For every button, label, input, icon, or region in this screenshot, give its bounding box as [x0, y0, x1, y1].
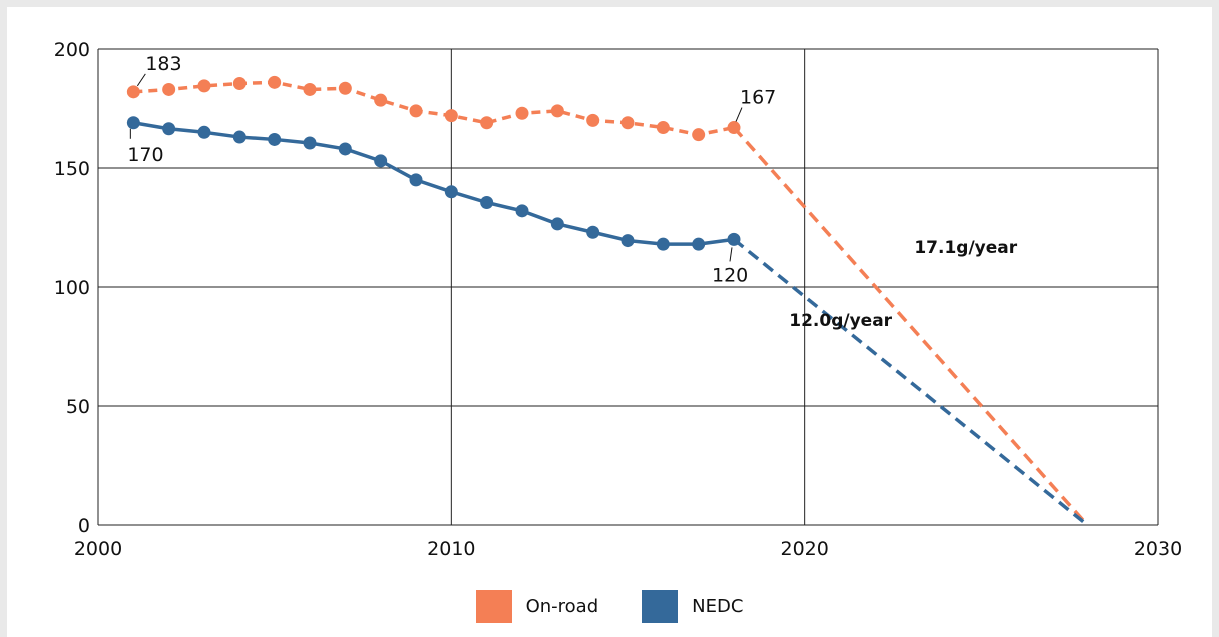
point-on-road-2015 — [621, 116, 635, 130]
projection-line-nedc — [732, 238, 1089, 527]
point-on-road-2001 — [126, 85, 140, 99]
y-tick-label-200: 200 — [54, 39, 90, 61]
data-label-leader-on-road-2018 — [735, 107, 743, 122]
legend-swatch-nedc — [642, 589, 679, 623]
point-nedc-2012 — [515, 204, 529, 218]
data-label-nedc-2001: 170 — [127, 144, 163, 166]
point-on-road-2017 — [692, 128, 706, 142]
data-label-on-road-2018: 167 — [740, 87, 776, 109]
x-tick-label-2010: 2010 — [427, 538, 475, 560]
point-on-road-2013 — [550, 104, 564, 118]
data-label-leader-nedc-2018 — [729, 247, 733, 262]
grid — [97, 48, 1159, 526]
point-on-road-2016 — [656, 121, 670, 135]
series-line-on-road — [133, 80, 735, 137]
legend-swatch-on-road — [475, 589, 512, 623]
point-nedc-2013 — [550, 217, 564, 231]
point-nedc-2001 — [126, 116, 140, 130]
point-on-road-2012 — [515, 106, 529, 120]
projection-line-on-road — [732, 126, 1089, 527]
data-label-on-road-2001: 183 — [145, 53, 181, 75]
point-on-road-2007 — [338, 81, 352, 95]
projection-label-nedc: 12.0g/year — [789, 311, 892, 331]
y-tick-label-0: 0 — [78, 515, 90, 537]
data-labels: 17.1g/year 12.0g/year 183 170 167 120 — [127, 53, 1017, 331]
point-on-road-2009 — [409, 104, 423, 118]
point-on-road-2008 — [374, 93, 388, 107]
point-nedc-2010 — [444, 185, 458, 199]
point-nedc-2005 — [268, 132, 282, 146]
point-on-road-2018 — [727, 121, 741, 135]
data-label-nedc-2018: 120 — [712, 264, 748, 286]
projection-label-on-road: 17.1g/year — [914, 238, 1017, 258]
x-tick-label-2030: 2030 — [1134, 538, 1182, 560]
point-on-road-2005 — [268, 75, 282, 89]
point-on-road-2010 — [444, 109, 458, 123]
point-nedc-2017 — [692, 237, 706, 251]
point-on-road-2006 — [303, 82, 317, 96]
legend-label-on-road: On-road — [525, 595, 599, 617]
x-tick-label-2020: 2020 — [780, 538, 828, 560]
point-on-road-2004 — [232, 77, 246, 91]
point-nedc-2009 — [409, 173, 423, 187]
point-on-road-2014 — [586, 113, 600, 127]
chart-frame — [7, 7, 1212, 637]
point-nedc-2015 — [621, 234, 635, 248]
point-on-road-2011 — [480, 116, 494, 130]
axes: 0 50 100 150 200 2000 2010 2020 2030 — [54, 39, 1182, 560]
legend: On-road NEDC — [0, 588, 1219, 624]
point-nedc-2007 — [338, 142, 352, 156]
point-nedc-2014 — [586, 225, 600, 239]
series — [126, 75, 1089, 527]
point-nedc-2002 — [162, 122, 176, 136]
data-label-leader-on-road-2001 — [136, 73, 146, 87]
legend-item-on-road: On-road — [475, 589, 599, 623]
y-tick-label-150: 150 — [54, 158, 90, 180]
point-on-road-2002 — [162, 82, 176, 96]
point-nedc-2006 — [303, 136, 317, 150]
series-line-nedc — [133, 121, 735, 246]
point-nedc-2011 — [480, 196, 494, 210]
y-tick-label-100: 100 — [54, 277, 90, 299]
point-nedc-2018 — [727, 232, 741, 246]
x-tick-label-2000: 2000 — [74, 538, 122, 560]
point-nedc-2008 — [374, 154, 388, 168]
legend-item-nedc: NEDC — [642, 589, 744, 623]
point-nedc-2003 — [197, 125, 211, 139]
y-tick-label-50: 50 — [66, 396, 90, 418]
legend-label-nedc: NEDC — [692, 595, 744, 617]
point-nedc-2004 — [232, 130, 246, 144]
point-on-road-2003 — [197, 79, 211, 93]
point-nedc-2016 — [656, 237, 670, 251]
